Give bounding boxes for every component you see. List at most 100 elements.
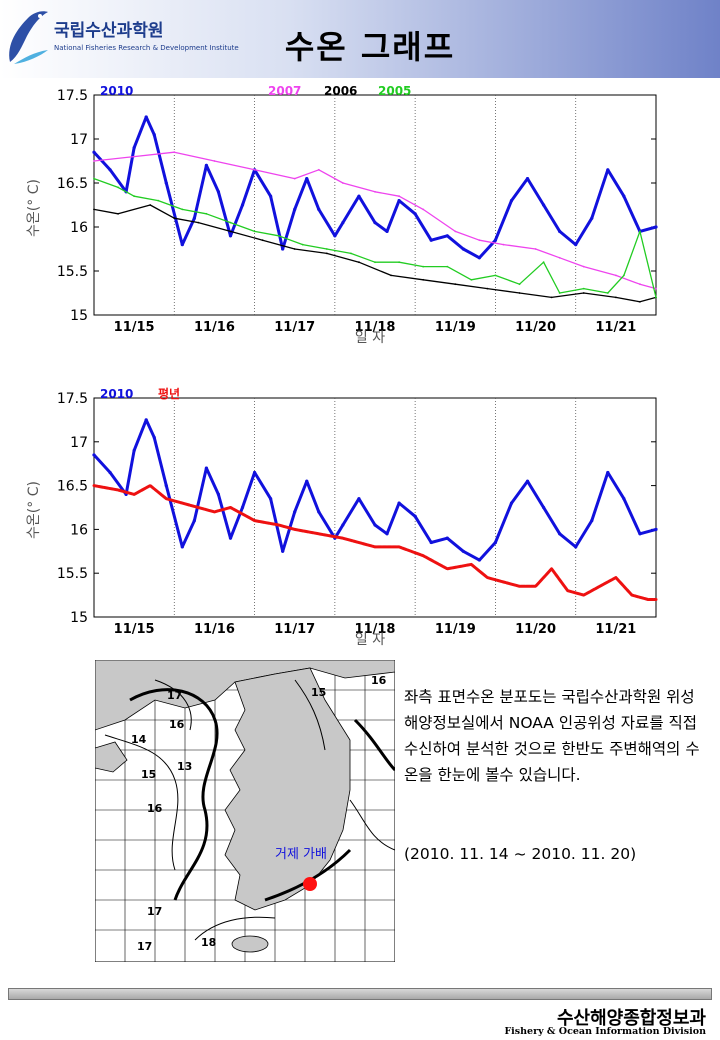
x-tick-label: 11/15 xyxy=(114,320,155,335)
data-point xyxy=(574,243,578,247)
data-point xyxy=(477,256,481,260)
data-point xyxy=(133,155,136,158)
data-point xyxy=(550,296,553,299)
data-point xyxy=(216,492,221,496)
data-point xyxy=(446,265,449,268)
data-point xyxy=(229,230,232,233)
page-header: 국립수산과학원 National Fisheries Research & De… xyxy=(0,0,720,78)
data-point xyxy=(92,150,96,154)
data-point xyxy=(252,470,257,475)
data-point xyxy=(373,523,377,527)
data-point xyxy=(622,497,626,501)
data-point xyxy=(590,216,594,220)
data-point xyxy=(269,497,273,501)
data-point xyxy=(582,594,585,596)
data-point xyxy=(622,194,626,198)
data-point xyxy=(93,208,95,211)
x-tick-label: 11/17 xyxy=(274,320,315,335)
y-tick-label: 16.5 xyxy=(57,479,88,495)
y-tick-label: 15.5 xyxy=(57,566,88,582)
data-point xyxy=(213,160,216,162)
contour-label: 16 xyxy=(147,802,163,815)
data-point xyxy=(470,563,473,566)
y-axis-label: 수온(° C) xyxy=(26,481,42,539)
data-point xyxy=(582,287,585,290)
data-point xyxy=(655,598,657,601)
data-point xyxy=(558,292,561,294)
location-label: 거제 가배 xyxy=(275,847,327,862)
data-point xyxy=(301,243,304,246)
data-point xyxy=(192,519,196,523)
data-point xyxy=(606,470,610,475)
data-point xyxy=(413,212,417,216)
data-point xyxy=(461,549,465,553)
data-point xyxy=(325,248,328,250)
data-point xyxy=(582,265,585,268)
data-point xyxy=(622,274,625,277)
data-point xyxy=(606,168,610,172)
data-point xyxy=(93,160,95,162)
y-tick-label: 17.5 xyxy=(57,391,88,407)
data-point xyxy=(358,261,360,264)
data-point xyxy=(518,585,521,588)
contour-label: 17 xyxy=(137,940,152,953)
x-tick-label: 11/20 xyxy=(515,320,556,335)
series-line-2005 xyxy=(93,177,657,299)
observation-period: (2010. 11. 14 ~ 2010. 11. 20) xyxy=(404,845,637,863)
data-point xyxy=(133,195,136,198)
data-point xyxy=(240,203,245,207)
data-point xyxy=(165,497,168,500)
data-point xyxy=(558,256,561,259)
data-point xyxy=(470,278,473,281)
data-point xyxy=(558,532,562,536)
data-point xyxy=(445,536,449,540)
data-point xyxy=(117,186,119,189)
data-point xyxy=(614,296,617,299)
y-tick-label: 16 xyxy=(70,220,88,236)
data-point xyxy=(277,524,280,526)
data-point xyxy=(149,204,152,206)
data-point xyxy=(132,146,136,150)
data-point xyxy=(525,479,530,483)
data-point xyxy=(93,177,95,180)
jeju-island xyxy=(231,935,269,953)
data-point xyxy=(654,527,658,531)
data-point xyxy=(197,221,200,224)
data-point xyxy=(454,283,457,286)
contour-label: 15 xyxy=(141,768,156,781)
data-point xyxy=(550,567,553,570)
data-point xyxy=(502,243,505,246)
data-point xyxy=(486,576,489,579)
map-description: 좌측 표면수온 분포도는 국립수산과학원 위성해양정보실에서 NOAA 인공위성… xyxy=(404,688,700,784)
data-point xyxy=(429,238,433,242)
footer-bar xyxy=(8,988,712,1000)
data-point xyxy=(390,274,392,277)
data-point xyxy=(333,234,337,238)
data-point xyxy=(253,168,256,171)
data-point xyxy=(108,168,112,172)
data-point xyxy=(132,448,136,453)
data-point xyxy=(228,234,233,238)
data-point xyxy=(180,545,184,549)
data-point xyxy=(582,292,585,294)
data-point xyxy=(144,115,148,119)
footer-org-english: Fishery & Ocean Information Division xyxy=(504,1026,706,1037)
data-point xyxy=(204,163,208,167)
data-point xyxy=(216,190,221,194)
data-point xyxy=(277,234,280,237)
data-point xyxy=(461,247,465,251)
data-point xyxy=(253,519,256,522)
logo-subtitle: National Fisheries Research & Developmen… xyxy=(54,44,239,52)
data-point xyxy=(164,181,168,185)
data-point xyxy=(542,203,546,207)
data-point xyxy=(647,598,649,601)
land-peninsula xyxy=(224,667,351,911)
data-point xyxy=(180,243,184,247)
data-point xyxy=(486,287,489,290)
data-point xyxy=(181,502,184,505)
y-tick-label: 16 xyxy=(70,522,88,538)
data-point xyxy=(205,212,208,215)
data-point xyxy=(229,221,232,224)
data-point xyxy=(317,207,321,211)
legend-2010: 2010 xyxy=(100,387,133,401)
